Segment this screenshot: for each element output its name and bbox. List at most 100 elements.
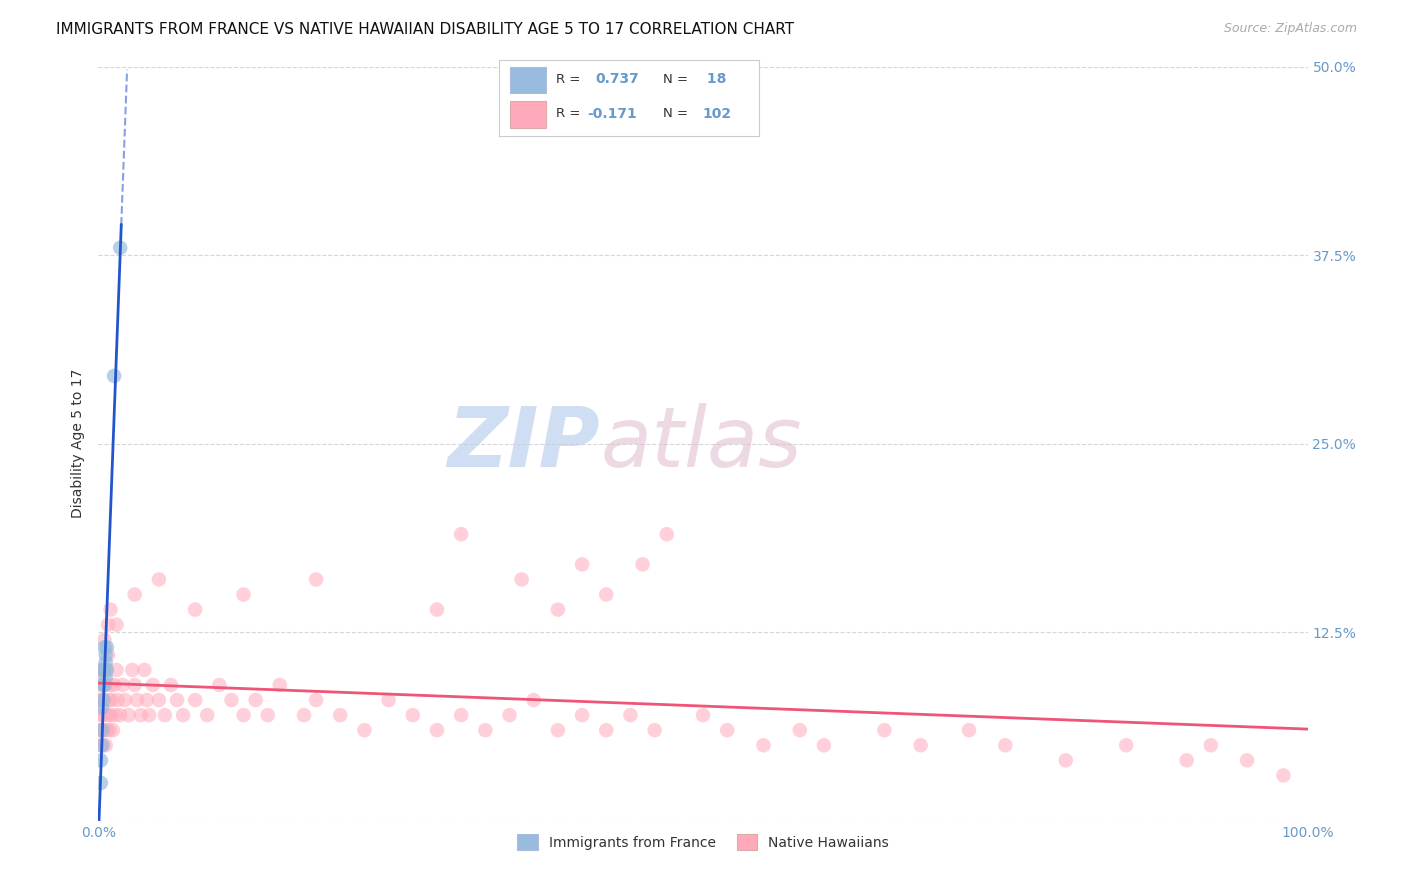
Point bbox=[184, 693, 207, 707]
Text: IMMIGRANTS FROM FRANCE VS NATIVE HAWAIIAN DISABILITY AGE 5 TO 17 CORRELATION CHA: IMMIGRANTS FROM FRANCE VS NATIVE HAWAIIA… bbox=[56, 22, 794, 37]
Point bbox=[129, 708, 152, 723]
Point bbox=[121, 663, 143, 677]
Point bbox=[153, 708, 176, 723]
Point bbox=[108, 708, 131, 723]
Point bbox=[91, 723, 114, 738]
Point bbox=[93, 678, 115, 692]
Point bbox=[96, 723, 118, 738]
Point bbox=[195, 708, 218, 723]
Point bbox=[91, 739, 114, 753]
Point bbox=[91, 678, 114, 692]
Point bbox=[91, 693, 114, 707]
Y-axis label: Disability Age 5 to 17: Disability Age 5 to 17 bbox=[72, 369, 86, 518]
Point bbox=[595, 588, 617, 602]
Point bbox=[994, 739, 1017, 753]
Point bbox=[93, 640, 115, 655]
Point bbox=[644, 723, 666, 738]
Point bbox=[90, 776, 112, 790]
Point bbox=[91, 700, 114, 714]
Point bbox=[89, 723, 111, 738]
Point bbox=[127, 693, 149, 707]
Point bbox=[172, 708, 194, 723]
Point bbox=[94, 648, 117, 662]
Point bbox=[160, 678, 183, 692]
Point bbox=[232, 588, 254, 602]
Point bbox=[1236, 753, 1258, 767]
Point bbox=[498, 708, 520, 723]
Point bbox=[124, 678, 146, 692]
Point bbox=[474, 723, 496, 738]
Legend: Immigrants from France, Native Hawaiians: Immigrants from France, Native Hawaiians bbox=[512, 829, 894, 855]
Point bbox=[93, 693, 115, 707]
Point bbox=[523, 693, 546, 707]
Point bbox=[1054, 753, 1077, 767]
Point bbox=[957, 723, 980, 738]
Point bbox=[96, 663, 118, 677]
Point bbox=[100, 602, 122, 616]
Point bbox=[105, 617, 128, 632]
Point bbox=[91, 693, 114, 707]
Point bbox=[124, 588, 146, 602]
Point bbox=[813, 739, 835, 753]
Point bbox=[631, 558, 654, 572]
Text: ZIP: ZIP bbox=[447, 403, 600, 484]
Text: Source: ZipAtlas.com: Source: ZipAtlas.com bbox=[1223, 22, 1357, 36]
Point bbox=[571, 558, 593, 572]
Point bbox=[97, 708, 120, 723]
Point bbox=[1272, 768, 1295, 782]
Point bbox=[91, 663, 114, 677]
Text: -0.171: -0.171 bbox=[588, 107, 637, 121]
Text: atlas: atlas bbox=[600, 403, 801, 484]
Point bbox=[94, 678, 117, 692]
Point bbox=[107, 693, 129, 707]
Point bbox=[619, 708, 641, 723]
Point bbox=[96, 640, 118, 655]
FancyBboxPatch shape bbox=[509, 102, 546, 128]
Point bbox=[148, 693, 170, 707]
FancyBboxPatch shape bbox=[509, 67, 546, 93]
Point bbox=[105, 663, 128, 677]
Point bbox=[166, 693, 188, 707]
Point bbox=[104, 708, 127, 723]
Point bbox=[256, 708, 278, 723]
Point bbox=[111, 678, 134, 692]
Point bbox=[96, 663, 118, 677]
Point bbox=[1199, 739, 1222, 753]
Point bbox=[94, 670, 117, 684]
Point bbox=[94, 739, 117, 753]
Text: 0.737: 0.737 bbox=[595, 72, 640, 87]
Point bbox=[426, 723, 449, 738]
Point bbox=[305, 693, 328, 707]
Point bbox=[655, 527, 678, 541]
Point bbox=[97, 617, 120, 632]
Point bbox=[450, 527, 472, 541]
Point bbox=[91, 723, 114, 738]
Point bbox=[184, 602, 207, 616]
Point bbox=[752, 739, 775, 753]
Point bbox=[93, 632, 115, 647]
Point bbox=[100, 678, 122, 692]
Point bbox=[208, 678, 231, 692]
Text: N =: N = bbox=[664, 72, 692, 86]
Point bbox=[245, 693, 267, 707]
Point bbox=[873, 723, 896, 738]
Point bbox=[98, 693, 121, 707]
Point bbox=[595, 723, 617, 738]
Point bbox=[571, 708, 593, 723]
Point bbox=[100, 693, 122, 707]
Text: 18: 18 bbox=[702, 72, 727, 87]
Point bbox=[692, 708, 714, 723]
Point bbox=[148, 573, 170, 587]
Point bbox=[103, 368, 125, 383]
Point bbox=[114, 693, 136, 707]
Point bbox=[93, 723, 115, 738]
Point bbox=[547, 602, 569, 616]
Point bbox=[402, 708, 425, 723]
Point bbox=[108, 241, 131, 255]
Text: R =: R = bbox=[557, 72, 585, 86]
Point bbox=[450, 708, 472, 723]
Point bbox=[91, 663, 114, 677]
Point bbox=[269, 678, 291, 692]
Point bbox=[101, 723, 124, 738]
Point bbox=[232, 708, 254, 723]
